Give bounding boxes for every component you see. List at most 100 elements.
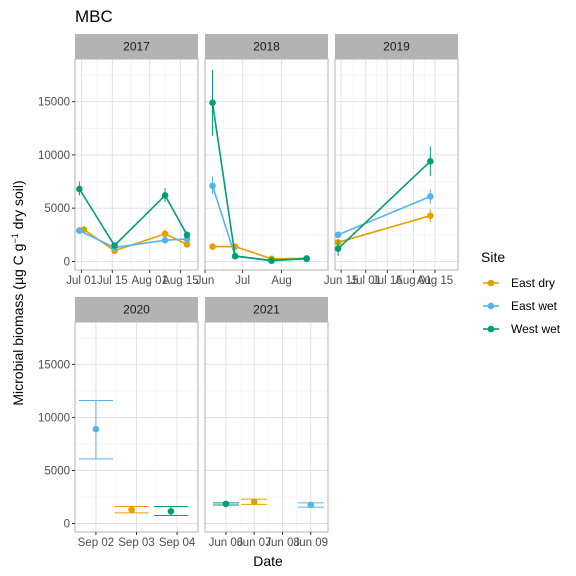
x-axis-label: Date bbox=[253, 553, 283, 569]
x-tick-label: Jun 09 bbox=[294, 537, 329, 549]
data-point bbox=[303, 255, 310, 263]
series-west-wet bbox=[209, 69, 310, 264]
y-tick-label: 0 bbox=[64, 519, 70, 531]
data-point bbox=[76, 227, 83, 234]
x-tick-label: Jun bbox=[196, 275, 215, 287]
y-tick-label: 5000 bbox=[44, 465, 70, 477]
y-axis-label-main: Microbial biomass (µg C g bbox=[10, 244, 26, 406]
data-point bbox=[427, 193, 434, 200]
x-tick-label: Aug 01 bbox=[395, 275, 431, 287]
facet-strip-label: 2019 bbox=[383, 40, 410, 54]
series-line bbox=[337, 160, 431, 250]
y-tick-label: 15000 bbox=[38, 97, 70, 109]
y-tick-label: 0 bbox=[64, 256, 70, 268]
facet-strip-label: 2017 bbox=[123, 40, 150, 54]
x-tick-label: Aug 01 bbox=[131, 275, 167, 287]
series-line bbox=[337, 195, 431, 236]
data-point bbox=[427, 158, 434, 165]
x-tick-label: Aug 15 bbox=[417, 275, 453, 287]
x-tick-label: Aug 15 bbox=[162, 275, 198, 287]
data-point bbox=[334, 231, 342, 239]
data-point bbox=[334, 245, 342, 252]
facet-strip bbox=[335, 34, 458, 59]
x-tick-label: Sep 04 bbox=[159, 537, 196, 549]
x-tick-label: Sep 03 bbox=[118, 537, 154, 549]
facet-strip bbox=[205, 297, 328, 322]
series-west-wet bbox=[212, 500, 239, 508]
data-point bbox=[161, 236, 169, 244]
y-tick-label: 5000 bbox=[44, 203, 70, 215]
data-point bbox=[209, 182, 216, 190]
data-point bbox=[167, 508, 175, 515]
data-point bbox=[231, 252, 239, 260]
data-point bbox=[92, 425, 100, 433]
data-point bbox=[268, 257, 275, 264]
x-tick-label: Sep 02 bbox=[78, 537, 114, 549]
series-east-dry bbox=[334, 209, 434, 246]
y-axis-label-superscript: −1 bbox=[10, 233, 20, 243]
x-tick-label: Jul 01 bbox=[350, 275, 381, 287]
series-east-wet bbox=[334, 189, 434, 239]
series-line bbox=[78, 188, 188, 247]
panel-background bbox=[75, 59, 198, 270]
data-point bbox=[76, 185, 83, 193]
series-line bbox=[337, 214, 431, 244]
x-tick-label: Jul 15 bbox=[372, 275, 403, 287]
panel-border bbox=[204, 321, 329, 533]
y-tick-label: 10000 bbox=[38, 412, 70, 424]
data-point bbox=[307, 501, 315, 509]
data-point bbox=[161, 192, 169, 199]
legend-key-point bbox=[487, 325, 495, 333]
legend-label: West wet bbox=[511, 322, 561, 336]
x-tick-label: Aug bbox=[271, 275, 291, 287]
y-axis-label: Microbial biomass (µg C g−1 dry soil) bbox=[10, 180, 26, 405]
data-point bbox=[222, 500, 230, 508]
data-point bbox=[111, 242, 118, 249]
chart-title: MBC bbox=[75, 7, 113, 26]
facet-strip-label: 2020 bbox=[123, 303, 150, 317]
facet-strip-label: 2021 bbox=[253, 303, 280, 317]
series-east-wet bbox=[78, 399, 113, 460]
x-tick-label: Jul bbox=[235, 275, 250, 287]
x-tick-label: Jul 15 bbox=[97, 275, 128, 287]
panel-border bbox=[204, 58, 329, 271]
series-east-wet bbox=[297, 501, 324, 509]
facet-panel-2018: 2018 Jun Jul Aug bbox=[196, 34, 329, 287]
series-west-wet bbox=[76, 181, 191, 249]
data-point bbox=[161, 230, 169, 238]
data-point bbox=[128, 506, 135, 514]
panel-background bbox=[205, 322, 328, 532]
y-axis-label-tail: dry soil) bbox=[10, 180, 26, 233]
legend-key-point bbox=[487, 302, 495, 310]
series-west-wet bbox=[334, 146, 434, 257]
legend-label: East dry bbox=[511, 276, 555, 290]
data-point bbox=[183, 231, 191, 239]
data-point bbox=[183, 241, 191, 248]
x-tick-label: Jun 15 bbox=[324, 275, 359, 287]
y-tick-label: 15000 bbox=[38, 359, 70, 371]
legend: Site East dry East wet West wet bbox=[481, 249, 561, 336]
legend-entry-east-dry: East dry bbox=[483, 276, 555, 290]
series-line bbox=[212, 245, 307, 260]
x-tick-label: Jun 06 bbox=[209, 537, 244, 549]
facet-strip-label: 2018 bbox=[253, 40, 280, 54]
y-tick-label: 10000 bbox=[38, 150, 70, 162]
legend-entry-east-wet: East wet bbox=[483, 299, 558, 313]
series-east-dry bbox=[241, 498, 268, 506]
series-line bbox=[79, 229, 188, 249]
series-line bbox=[211, 102, 307, 262]
legend-entry-west-wet: West wet bbox=[483, 322, 561, 336]
panel-border bbox=[334, 58, 459, 271]
facet-strip bbox=[75, 297, 198, 322]
series-east-dry bbox=[114, 506, 149, 514]
x-tick-label: Jul 01 bbox=[66, 275, 97, 287]
legend-label: East wet bbox=[511, 299, 558, 313]
panel-background bbox=[205, 59, 328, 270]
series-west-wet bbox=[153, 506, 188, 517]
legend-title: Site bbox=[481, 249, 505, 265]
